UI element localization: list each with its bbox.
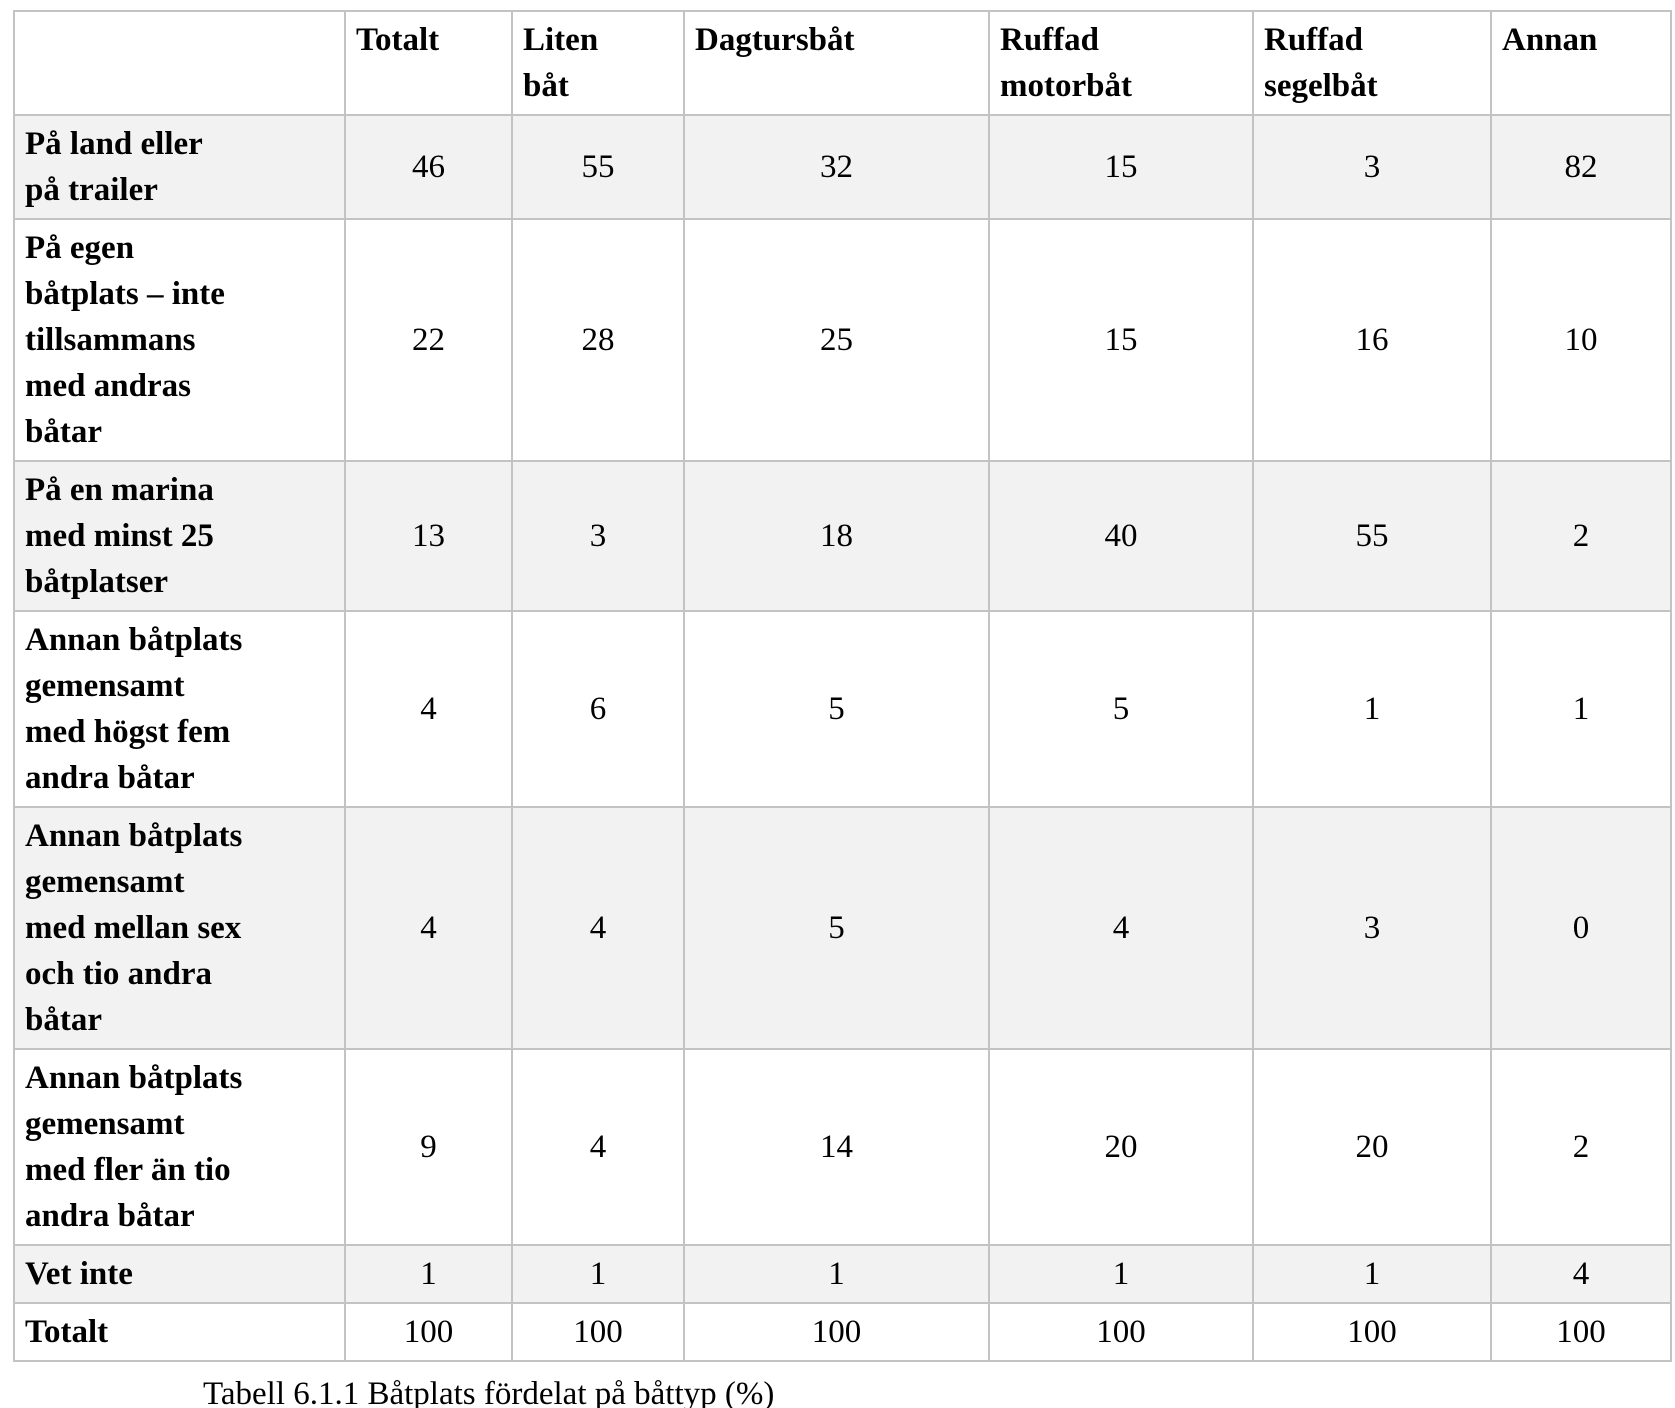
table-cell: 1 [1490,610,1672,808]
table-cell: 15 [988,218,1254,462]
table-cell: 100 [1490,1302,1672,1362]
table-row: På land eller på trailer 46 55 32 15 3 8… [13,114,1672,220]
row-header: Annan båtplats gemensamt med mellan sex … [13,806,346,1050]
row-header: Totalt [13,1302,346,1362]
table-cell: 3 [1252,806,1492,1050]
table-cell: 16 [1252,218,1492,462]
table-cell: 1 [344,1244,513,1304]
row-header: På egen båtplats – inte tillsammans med … [13,218,346,462]
table-cell: 100 [344,1302,513,1362]
table-cell: 3 [1252,114,1492,220]
table-cell: 55 [1252,460,1492,612]
table-row: På en marina med minst 25 båtplatser 13 … [13,460,1672,612]
table-cell: 5 [683,610,990,808]
table-cell: 100 [1252,1302,1492,1362]
table-cell: 100 [511,1302,685,1362]
table-cell: 82 [1490,114,1672,220]
table-cell: 4 [511,806,685,1050]
column-header-dagtursbat: Dagtursbåt [683,10,990,116]
table-cell: 6 [511,610,685,808]
table-cell: 40 [988,460,1254,612]
table-row: Annan båtplats gemensamt med fler än tio… [13,1048,1672,1246]
table-cell: 22 [344,218,513,462]
table-cell: 55 [511,114,685,220]
table-cell: 4 [1490,1244,1672,1304]
table-cell: 20 [988,1048,1254,1246]
table-cell: 28 [511,218,685,462]
column-header-liten-bat: Liten båt [511,10,685,116]
table-cell: 3 [511,460,685,612]
table-row: På egen båtplats – inte tillsammans med … [13,218,1672,462]
table-cell: 10 [1490,218,1672,462]
table-cell: 1 [683,1244,990,1304]
column-header-ruffad-motorbat: Ruffad motorbåt [988,10,1254,116]
table-cell: 25 [683,218,990,462]
table-cell: 4 [511,1048,685,1246]
row-header: Vet inte [13,1244,346,1304]
table-row: Annan båtplats gemensamt med högst fem a… [13,610,1672,808]
table-cell: 18 [683,460,990,612]
column-header-ruffad-segelbat: Ruffad segelbåt [1252,10,1492,116]
table-cell: 0 [1490,806,1672,1050]
table-cell: 46 [344,114,513,220]
column-header-empty [13,10,346,116]
table-cell: 4 [988,806,1254,1050]
table-cell: 1 [1252,610,1492,808]
table-header-row: Totalt Liten båt Dagtursbåt Ruffad motor… [13,10,1672,116]
table-cell: 4 [344,806,513,1050]
table-cell: 1 [988,1244,1254,1304]
table-cell: 5 [988,610,1254,808]
table-cell: 9 [344,1048,513,1246]
row-header: Annan båtplats gemensamt med fler än tio… [13,1048,346,1246]
table-cell: 1 [1252,1244,1492,1304]
table-cell: 13 [344,460,513,612]
row-header: Annan båtplats gemensamt med högst fem a… [13,610,346,808]
table-row: Vet inte 1 1 1 1 1 4 [13,1244,1672,1304]
column-header-totalt: Totalt [344,10,513,116]
table-caption: Tabell 6.1.1 Båtplats fördelat på båttyp… [203,1376,775,1408]
table-cell: 5 [683,806,990,1050]
boat-place-table: Totalt Liten båt Dagtursbåt Ruffad motor… [13,10,1672,1362]
table-row: Totalt 100 100 100 100 100 100 [13,1302,1672,1362]
table-cell: 1 [511,1244,685,1304]
table-cell: 20 [1252,1048,1492,1246]
table-cell: 4 [344,610,513,808]
table-cell: 14 [683,1048,990,1246]
row-header: På land eller på trailer [13,114,346,220]
table-cell: 2 [1490,1048,1672,1246]
table-row: Annan båtplats gemensamt med mellan sex … [13,806,1672,1050]
table-cell: 32 [683,114,990,220]
table-cell: 100 [988,1302,1254,1362]
table-cell: 2 [1490,460,1672,612]
table-cell: 100 [683,1302,990,1362]
row-header: På en marina med minst 25 båtplatser [13,460,346,612]
column-header-annan: Annan [1490,10,1672,116]
table-cell: 15 [988,114,1254,220]
